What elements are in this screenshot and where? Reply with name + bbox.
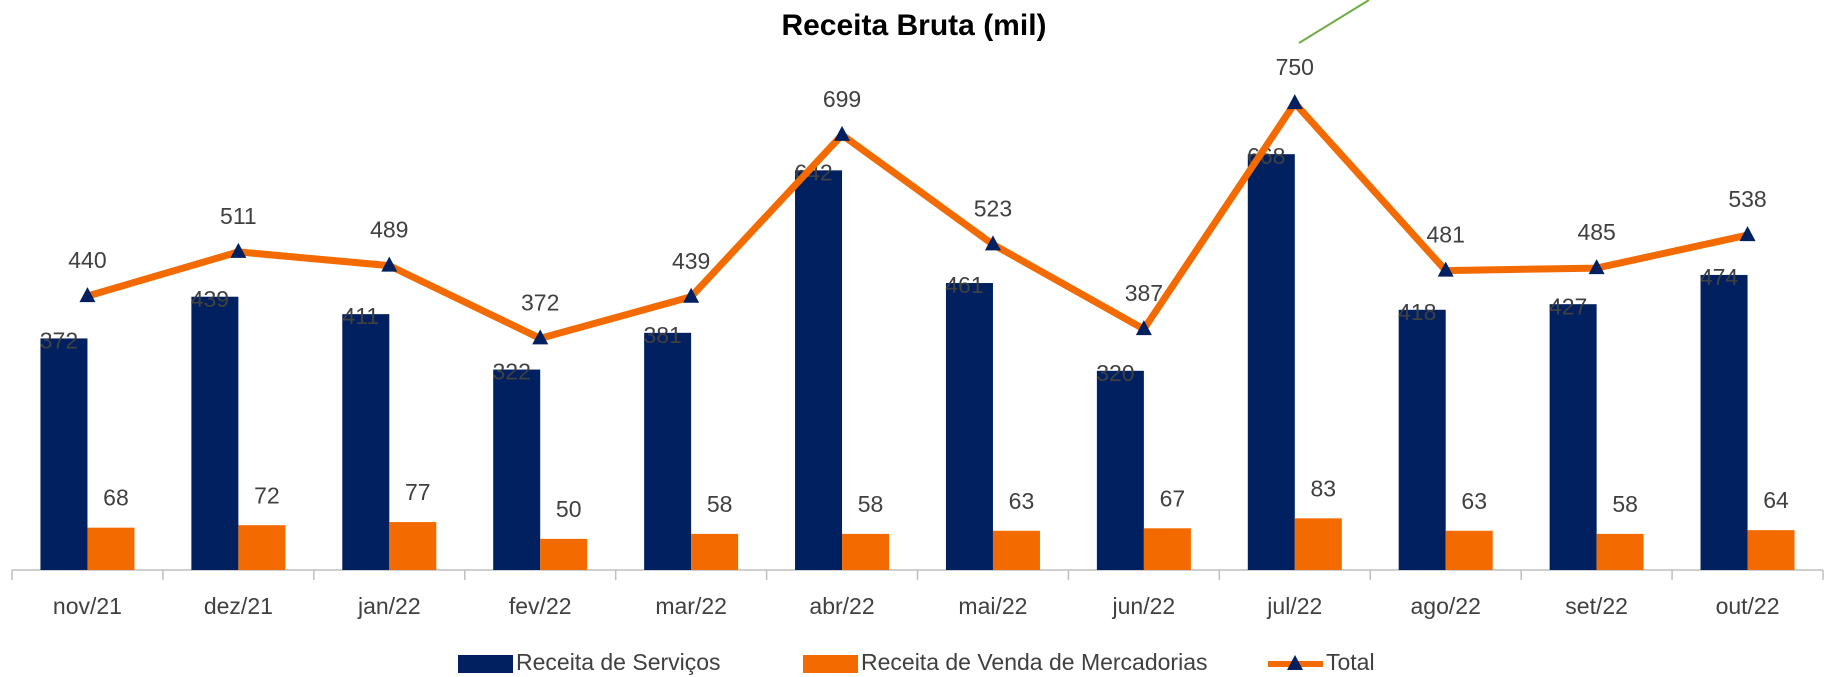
marker [1739, 226, 1756, 242]
data-label: 418 [1398, 299, 1436, 325]
x-tick-label: jan/22 [357, 593, 421, 619]
bar [238, 525, 286, 570]
data-label: 58 [707, 491, 733, 517]
bar [992, 530, 1040, 570]
data-label: 64 [1763, 487, 1789, 513]
x-tick-label: nov/21 [53, 593, 122, 619]
bar [342, 314, 390, 570]
data-label: 699 [823, 86, 861, 112]
x-tick-label: mar/22 [655, 593, 727, 619]
data-label: 489 [370, 217, 408, 243]
legend-label: Receita de Serviços [516, 649, 721, 675]
data-label: 523 [974, 196, 1012, 222]
marker [834, 125, 851, 141]
data-label: 387 [1125, 280, 1163, 306]
marker [79, 287, 96, 303]
data-label: 372 [521, 290, 559, 316]
legend-swatch [458, 655, 513, 673]
x-tick-label: set/22 [1565, 593, 1628, 619]
x-tick-label: ago/22 [1411, 593, 1481, 619]
data-label: 411 [342, 303, 379, 329]
bar [644, 332, 692, 570]
x-tick-label: fev/22 [509, 593, 572, 619]
bar [842, 533, 890, 570]
marker [1588, 259, 1605, 275]
data-label: 427 [1549, 293, 1587, 319]
x-tick-label: out/22 [1716, 593, 1780, 619]
x-tick-label: jul/22 [1266, 593, 1322, 619]
x-tick-label: dez/21 [204, 593, 273, 619]
data-label: 68 [103, 485, 129, 511]
bar [691, 533, 739, 570]
bar [540, 538, 588, 570]
data-label: 50 [556, 496, 582, 522]
bar [945, 283, 993, 570]
marker [381, 256, 398, 272]
legend-swatch [803, 655, 858, 673]
marker [984, 235, 1001, 251]
bar [493, 369, 541, 570]
data-label: 63 [1461, 488, 1487, 514]
data-label: 63 [1009, 488, 1035, 514]
bar [1294, 518, 1342, 570]
bar [1398, 309, 1446, 570]
x-tick-label: mai/22 [958, 593, 1027, 619]
data-label: 511 [220, 203, 257, 229]
data-label: 372 [40, 328, 78, 354]
x-tick-label: abr/22 [809, 593, 874, 619]
data-label: 474 [1700, 264, 1739, 290]
chart-title: Receita Bruta (mil) [781, 9, 1046, 42]
line [86, 99, 1749, 342]
data-label: 439 [672, 248, 710, 274]
marker [1135, 320, 1152, 336]
data-label: 320 [1096, 360, 1134, 386]
bar [191, 296, 239, 570]
data-label: 322 [493, 359, 531, 385]
legend-label: Receita de Venda de Mercadorias [861, 649, 1208, 675]
data-label: 750 [1276, 54, 1314, 80]
data-label: 58 [858, 491, 884, 517]
marker [1286, 94, 1303, 110]
bar [1596, 533, 1644, 570]
data-label: 481 [1427, 222, 1465, 248]
data-label: 72 [254, 482, 280, 508]
marker [1437, 261, 1454, 277]
bar [1445, 530, 1493, 570]
bar [1747, 530, 1795, 570]
data-label: 485 [1577, 219, 1615, 245]
data-label: 440 [68, 247, 106, 273]
bar [1247, 154, 1295, 571]
legend-label: Total [1326, 649, 1375, 675]
decoration-line [1298, 0, 1370, 44]
marker [532, 329, 549, 345]
bar [40, 338, 88, 570]
data-label: 538 [1728, 186, 1766, 212]
data-label: 67 [1160, 485, 1186, 511]
data-label: 439 [191, 286, 229, 312]
data-label: 461 [945, 272, 983, 298]
x-tick-label: jun/22 [1112, 593, 1176, 619]
legend-marker [1287, 655, 1303, 670]
bar [1700, 274, 1748, 570]
data-label: 77 [405, 479, 431, 505]
data-label: 58 [1612, 491, 1638, 517]
bar [1096, 370, 1144, 570]
data-label: 83 [1310, 475, 1336, 501]
bar [1143, 528, 1191, 570]
bar [87, 527, 135, 570]
bar [389, 522, 437, 570]
bar [795, 170, 843, 571]
marker [683, 287, 700, 303]
bar [1549, 304, 1597, 570]
data-label: 381 [643, 322, 681, 348]
marker [230, 242, 247, 258]
